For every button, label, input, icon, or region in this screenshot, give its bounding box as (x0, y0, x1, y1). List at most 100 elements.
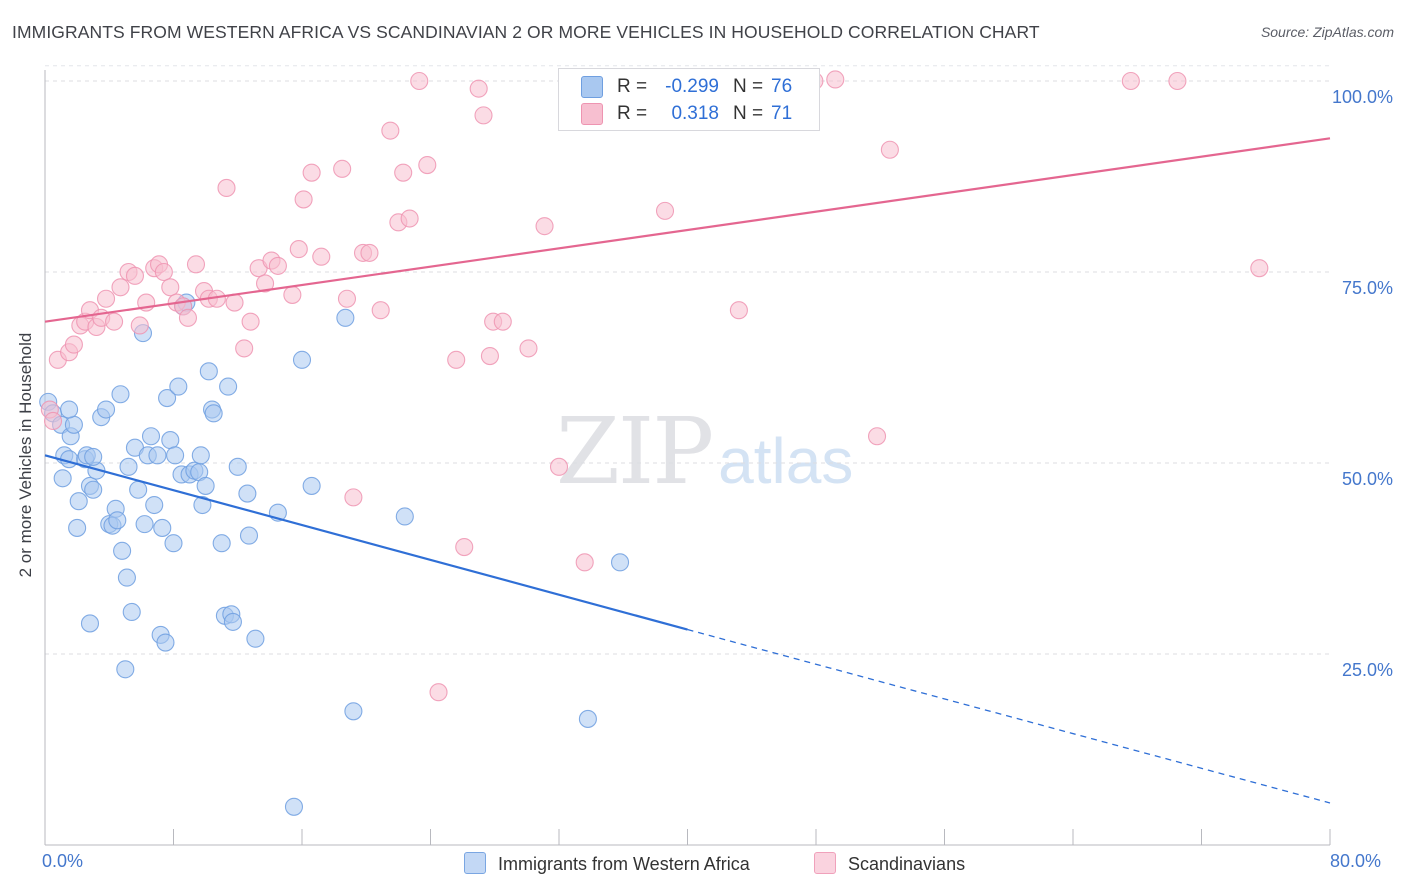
point-western-africa (158, 389, 177, 408)
point-western-africa (292, 350, 312, 369)
point-scandinavians (344, 488, 363, 507)
point-scandinavians (455, 537, 474, 557)
point-western-africa (116, 660, 135, 679)
point-scandinavians (283, 285, 302, 304)
point-scandinavians (256, 274, 275, 293)
point-western-africa (119, 457, 138, 476)
point-western-africa (219, 377, 238, 396)
point-western-africa (196, 476, 215, 495)
point-western-africa (204, 404, 223, 423)
point-western-africa (153, 518, 172, 537)
point-western-africa (610, 553, 630, 572)
legend-r-value: 0.318 (671, 103, 719, 124)
chart-title: IMMIGRANTS FROM WESTERN AFRICA VS SCANDI… (12, 22, 1040, 42)
bottom-legend-swatch-blue (464, 852, 486, 874)
point-scandinavians (474, 106, 493, 125)
point-scandinavians (96, 289, 116, 308)
point-scandinavians (826, 70, 845, 89)
x-tick-label-min: 0.0% (42, 851, 84, 871)
point-scandinavians (302, 163, 321, 182)
y-axis-label: 2 or more Vehicles in Household (16, 332, 35, 578)
point-western-africa (108, 511, 127, 530)
x-tick-label-max: 80.0% (1330, 851, 1382, 871)
point-scandinavians (178, 308, 198, 327)
point-scandinavians (447, 350, 466, 369)
point-scandinavians (186, 255, 206, 274)
point-scandinavians (1121, 71, 1140, 91)
point-scandinavians (880, 140, 899, 159)
point-scandinavians (1168, 71, 1187, 91)
point-scandinavians (575, 553, 594, 572)
point-western-africa (68, 518, 87, 537)
point-western-africa (164, 534, 183, 553)
point-scandinavians (235, 339, 254, 358)
point-scandinavians (729, 301, 748, 320)
point-scandinavians (519, 339, 538, 358)
point-western-africa (141, 427, 161, 446)
point-scandinavians (394, 163, 413, 182)
point-western-africa (302, 476, 321, 495)
point-western-africa (161, 431, 180, 450)
point-western-africa (129, 480, 148, 499)
point-western-africa (117, 568, 136, 587)
point-western-africa (212, 534, 231, 553)
point-western-africa (395, 507, 414, 526)
legend-n-label: N = (733, 103, 764, 124)
point-scandinavians (360, 243, 379, 262)
point-scandinavians (493, 312, 512, 331)
legend-swatch-blue (581, 76, 603, 98)
point-scandinavians (400, 209, 419, 228)
point-scandinavians (1250, 259, 1269, 278)
point-scandinavians (241, 312, 260, 331)
point-western-africa (64, 415, 83, 434)
point-scandinavians (43, 411, 63, 431)
point-scandinavians (655, 201, 675, 220)
point-western-africa (246, 629, 265, 648)
trend-line-extension-western-africa (687, 628, 1331, 804)
trend-line-western-africa (44, 454, 688, 631)
point-western-africa (336, 308, 355, 327)
point-scandinavians (154, 262, 173, 282)
point-western-africa (148, 446, 167, 465)
legend-swatch-pink (581, 103, 603, 125)
legend-r-value: -0.299 (665, 76, 719, 97)
bottom-legend-label: Immigrants from Western Africa (498, 854, 750, 874)
point-western-africa (122, 602, 141, 622)
point-scandinavians (294, 190, 313, 209)
source-credit: Source: ZipAtlas.com (1260, 24, 1394, 40)
point-scandinavians (418, 155, 437, 175)
point-scandinavians (225, 293, 244, 312)
legend-r-label: R = (617, 76, 648, 97)
point-scandinavians (337, 289, 357, 308)
point-scandinavians (549, 457, 569, 476)
legend-n-value: 71 (771, 103, 793, 124)
point-scandinavians (312, 247, 331, 266)
point-scandinavians (64, 335, 83, 354)
point-scandinavians (161, 278, 180, 297)
point-western-africa (113, 541, 132, 560)
point-scandinavians (289, 240, 308, 259)
point-western-africa (191, 446, 210, 465)
point-scandinavians (371, 301, 390, 320)
point-scandinavians (469, 79, 488, 98)
point-scandinavians (381, 121, 400, 140)
point-western-africa (96, 400, 116, 419)
point-scandinavians (125, 266, 144, 285)
trend-line-scandinavians (44, 137, 1331, 323)
point-western-africa (344, 702, 363, 721)
point-western-africa (53, 469, 72, 488)
watermark-zip: ZIP (556, 398, 714, 505)
point-western-africa (84, 447, 103, 466)
point-western-africa (239, 526, 259, 545)
y-tick-label-25: 25.0% (1341, 660, 1393, 680)
point-western-africa (135, 515, 154, 534)
legend-n-label: N = (733, 76, 764, 97)
point-western-africa (80, 614, 100, 633)
point-western-africa (60, 400, 79, 419)
point-scandinavians (268, 256, 287, 275)
point-western-africa (145, 495, 164, 515)
point-western-africa (228, 457, 247, 476)
point-western-africa (166, 446, 185, 465)
point-scandinavians (867, 427, 887, 446)
